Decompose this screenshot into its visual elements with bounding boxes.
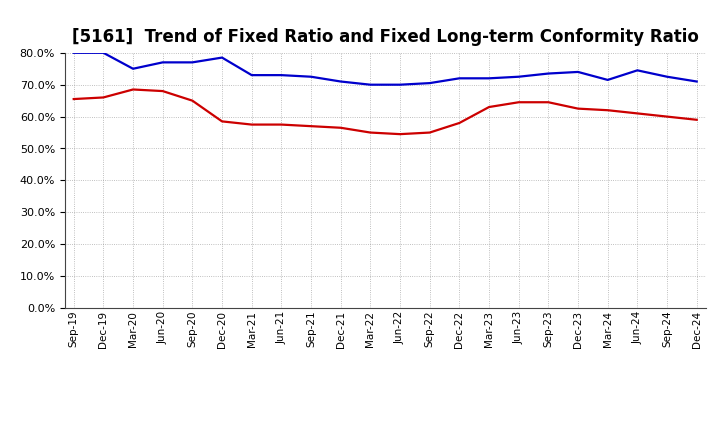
- Fixed Long-term Conformity Ratio: [396, 132, 405, 137]
- Fixed Ratio: [396, 82, 405, 87]
- Line: Fixed Long-term Conformity Ratio: Fixed Long-term Conformity Ratio: [73, 89, 697, 134]
- Fixed Long-term Conformity Ratio: [662, 114, 671, 119]
- Line: Fixed Ratio: Fixed Ratio: [73, 53, 697, 84]
- Fixed Ratio: [366, 82, 374, 87]
- Fixed Long-term Conformity Ratio: [485, 104, 493, 110]
- Fixed Long-term Conformity Ratio: [633, 111, 642, 116]
- Fixed Ratio: [129, 66, 138, 71]
- Fixed Ratio: [69, 50, 78, 55]
- Fixed Ratio: [633, 68, 642, 73]
- Fixed Long-term Conformity Ratio: [336, 125, 345, 130]
- Fixed Long-term Conformity Ratio: [69, 96, 78, 102]
- Fixed Ratio: [485, 76, 493, 81]
- Fixed Ratio: [574, 69, 582, 74]
- Fixed Ratio: [693, 79, 701, 84]
- Fixed Long-term Conformity Ratio: [99, 95, 108, 100]
- Fixed Long-term Conformity Ratio: [455, 120, 464, 126]
- Fixed Ratio: [217, 55, 226, 60]
- Fixed Ratio: [544, 71, 553, 76]
- Fixed Long-term Conformity Ratio: [603, 107, 612, 113]
- Fixed Ratio: [307, 74, 315, 79]
- Fixed Long-term Conformity Ratio: [217, 119, 226, 124]
- Fixed Long-term Conformity Ratio: [514, 99, 523, 105]
- Fixed Ratio: [603, 77, 612, 83]
- Fixed Long-term Conformity Ratio: [158, 88, 167, 94]
- Fixed Long-term Conformity Ratio: [277, 122, 286, 127]
- Fixed Ratio: [277, 73, 286, 78]
- Fixed Ratio: [514, 74, 523, 79]
- Fixed Ratio: [426, 81, 434, 86]
- Fixed Ratio: [455, 76, 464, 81]
- Fixed Long-term Conformity Ratio: [426, 130, 434, 135]
- Fixed Long-term Conformity Ratio: [693, 117, 701, 122]
- Fixed Ratio: [336, 79, 345, 84]
- Fixed Long-term Conformity Ratio: [188, 98, 197, 103]
- Fixed Long-term Conformity Ratio: [366, 130, 374, 135]
- Fixed Long-term Conformity Ratio: [248, 122, 256, 127]
- Fixed Long-term Conformity Ratio: [307, 124, 315, 129]
- Fixed Long-term Conformity Ratio: [574, 106, 582, 111]
- Fixed Long-term Conformity Ratio: [129, 87, 138, 92]
- Fixed Long-term Conformity Ratio: [544, 99, 553, 105]
- Fixed Ratio: [158, 60, 167, 65]
- Fixed Ratio: [188, 60, 197, 65]
- Fixed Ratio: [662, 74, 671, 79]
- Fixed Ratio: [248, 73, 256, 78]
- Title: [5161]  Trend of Fixed Ratio and Fixed Long-term Conformity Ratio: [5161] Trend of Fixed Ratio and Fixed Lo…: [72, 28, 698, 46]
- Fixed Ratio: [99, 50, 108, 55]
